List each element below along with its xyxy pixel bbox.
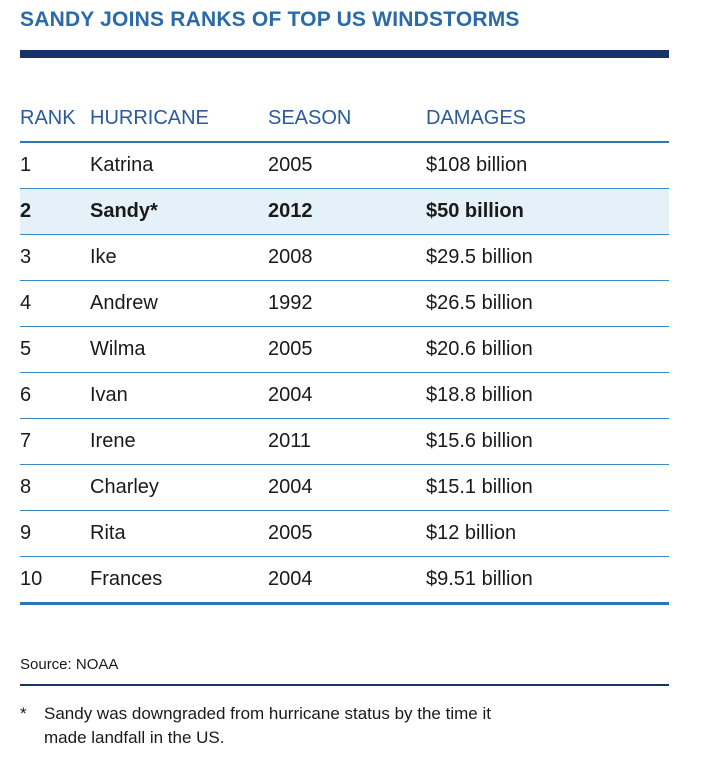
footnote-divider	[20, 684, 669, 686]
cell-season: 2004	[268, 556, 426, 605]
cell-rank: 8	[20, 464, 90, 511]
cell-damages: $50 billion	[426, 188, 669, 235]
cell-damages: $15.1 billion	[426, 464, 669, 511]
cell-rank: 9	[20, 510, 90, 557]
cell-season: 2004	[268, 464, 426, 511]
cell-damages: $26.5 billion	[426, 280, 669, 327]
table-row-highlighted: 2 Sandy* 2012 $50 billion	[20, 188, 669, 235]
cell-damages: $108 billion	[426, 142, 669, 189]
table-row: 8 Charley 2004 $15.1 billion	[20, 464, 669, 511]
cell-season: 1992	[268, 280, 426, 327]
cell-hurricane: Charley	[90, 464, 268, 511]
table-row: 5 Wilma 2005 $20.6 billion	[20, 326, 669, 373]
cell-rank: 10	[20, 556, 90, 605]
footnote-text: Sandy was downgraded from hurricane stat…	[44, 704, 491, 747]
cell-rank: 2	[20, 188, 90, 235]
cell-rank: 7	[20, 418, 90, 465]
cell-hurricane: Katrina	[90, 142, 268, 189]
header-season: SEASON	[268, 95, 426, 143]
table-row: 7 Irene 2011 $15.6 billion	[20, 418, 669, 465]
table-row: 1 Katrina 2005 $108 billion	[20, 142, 669, 189]
cell-rank: 5	[20, 326, 90, 373]
cell-season: 2004	[268, 372, 426, 419]
cell-hurricane: Wilma	[90, 326, 268, 373]
footnote-marker: *	[20, 704, 27, 723]
cell-rank: 3	[20, 234, 90, 281]
cell-hurricane: Sandy*	[90, 188, 268, 235]
cell-hurricane: Ike	[90, 234, 268, 281]
table-row: 4 Andrew 1992 $26.5 billion	[20, 280, 669, 327]
table-row: 3 Ike 2008 $29.5 billion	[20, 234, 669, 281]
cell-rank: 1	[20, 142, 90, 189]
cell-season: 2008	[268, 234, 426, 281]
cell-rank: 4	[20, 280, 90, 327]
cell-hurricane: Frances	[90, 556, 268, 605]
cell-rank: 6	[20, 372, 90, 419]
header-hurricane: HURRICANE	[90, 95, 268, 143]
cell-season: 2005	[268, 326, 426, 373]
page-title: SANDY JOINS RANKS OF TOP US WINDSTORMS	[20, 8, 520, 31]
cell-hurricane: Rita	[90, 510, 268, 557]
cell-season: 2005	[268, 142, 426, 189]
cell-hurricane: Ivan	[90, 372, 268, 419]
cell-hurricane: Irene	[90, 418, 268, 465]
source-note: Source: NOAA	[20, 656, 119, 673]
cell-season: 2011	[268, 418, 426, 465]
table-header-row: RANK HURRICANE SEASON DAMAGES	[20, 95, 669, 143]
cell-damages: $12 billion	[426, 510, 669, 557]
table-row: 6 Ivan 2004 $18.8 billion	[20, 372, 669, 419]
table-row: 10 Frances 2004 $9.51 billion	[20, 556, 669, 605]
header-damages: DAMAGES	[426, 95, 669, 143]
table-body: 1 Katrina 2005 $108 billion 2 Sandy* 201…	[20, 142, 669, 605]
cell-damages: $9.51 billion	[426, 556, 669, 605]
windstorm-table: RANK HURRICANE SEASON DAMAGES 1 Katrina …	[20, 95, 669, 605]
title-underline-bar	[20, 50, 669, 58]
cell-season: 2012	[268, 188, 426, 235]
table-row: 9 Rita 2005 $12 billion	[20, 510, 669, 557]
cell-season: 2005	[268, 510, 426, 557]
cell-damages: $18.8 billion	[426, 372, 669, 419]
cell-damages: $29.5 billion	[426, 234, 669, 281]
cell-hurricane: Andrew	[90, 280, 268, 327]
cell-damages: $20.6 billion	[426, 326, 669, 373]
cell-damages: $15.6 billion	[426, 418, 669, 465]
header-rank: RANK	[20, 95, 90, 143]
